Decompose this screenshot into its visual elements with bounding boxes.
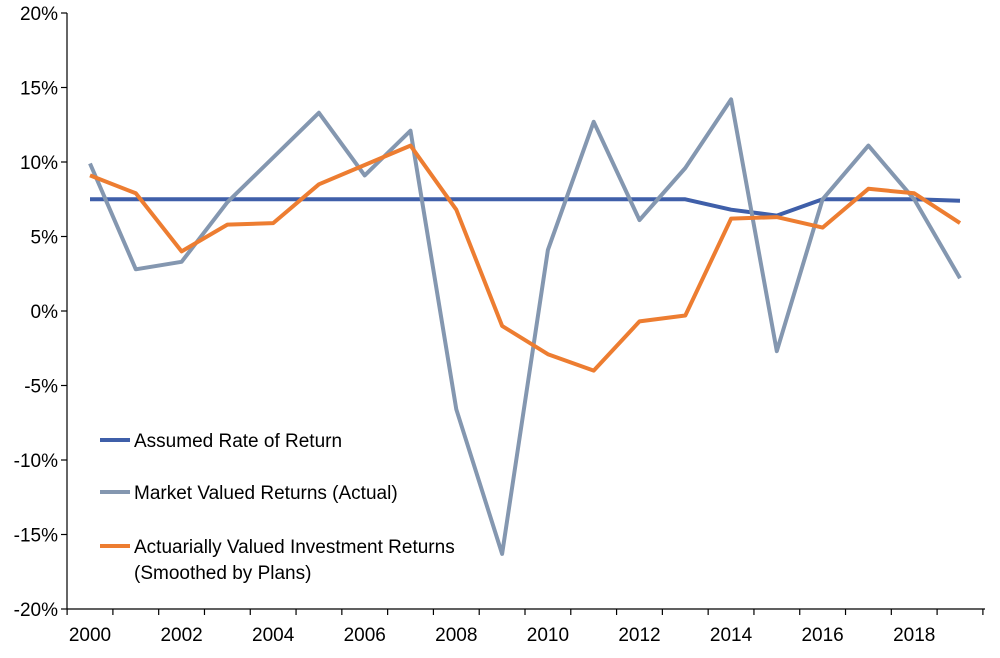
x-tick-label: 2006: [344, 625, 386, 646]
x-tick-label: 2002: [160, 625, 202, 646]
y-tick-label: -10%: [14, 451, 58, 472]
legend-label-2: Market Valued Returns (Actual): [134, 483, 398, 504]
y-tick-label: -15%: [14, 526, 58, 547]
y-tick-label: 5%: [31, 228, 59, 249]
x-tick-label: 2018: [893, 625, 935, 646]
legend-label-3: Actuarially Valued Investment Returns: [134, 537, 455, 558]
y-tick-label: -20%: [14, 600, 58, 621]
y-tick-label: 0%: [31, 302, 59, 323]
x-tick-label: 2014: [710, 625, 753, 646]
y-tick-label: -5%: [24, 377, 58, 398]
x-tick-label: 2012: [618, 625, 660, 646]
series-line-3: [89, 143, 962, 373]
legend: Assumed Rate of Return Market Valued Retu…: [100, 431, 455, 584]
x-tick-label: 2004: [252, 625, 295, 646]
x-tick-label: 2000: [69, 625, 111, 646]
legend-label-3: (Smoothed by Plans): [134, 563, 311, 584]
x-tick-label: 2010: [527, 625, 569, 646]
x-tick-label: 2008: [435, 625, 477, 646]
legend-label-1: Assumed Rate of Return: [134, 431, 342, 452]
series-lines: [88, 97, 962, 556]
y-tick-label: 20%: [20, 4, 58, 25]
x-tick-label: 2016: [801, 625, 843, 646]
axes: 20% 15% 10% 5% 0% -5% -10% -15% -20% 2000 2002 2004…: [14, 4, 985, 646]
y-tick-label: 10%: [20, 153, 58, 174]
series-line-1: [90, 197, 961, 218]
y-tick-label: 15%: [20, 79, 58, 100]
